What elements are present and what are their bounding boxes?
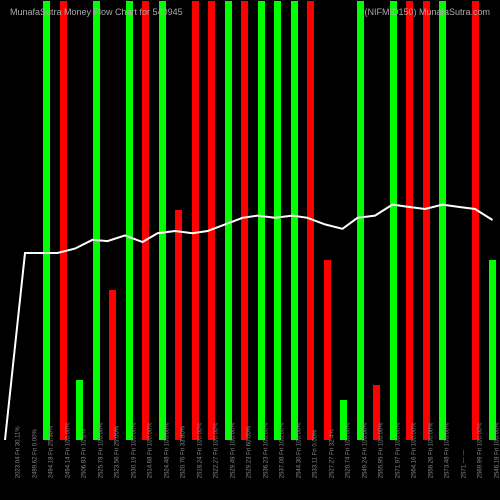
x-axis-label: 2546.18 Fri 100.00% [467, 462, 500, 479]
bar [225, 1, 232, 440]
bar [406, 1, 413, 440]
plot-area [0, 0, 500, 440]
bar-slot [109, 0, 126, 440]
bar-slot [274, 0, 291, 440]
bar [109, 290, 116, 440]
bar-slot [307, 0, 324, 440]
bar [472, 1, 479, 440]
money-flow-chart: MunafaSutra Money Flow Chart for 540945 … [0, 0, 500, 500]
bar-slot [142, 0, 159, 440]
bar [241, 1, 248, 440]
bar-slot [423, 0, 440, 440]
bar-slot [208, 0, 225, 440]
bar-slot [472, 0, 489, 440]
chart-title-left: MunafaSutra Money Flow Chart for 540945 [10, 7, 183, 17]
bar-slot [27, 0, 44, 440]
bar [175, 210, 182, 440]
bar [307, 1, 314, 440]
bar [126, 1, 133, 440]
bar-slot [225, 0, 242, 440]
bar-slot [126, 0, 143, 440]
bar [192, 1, 199, 440]
bar-slot [439, 0, 456, 440]
bar-slot [192, 0, 209, 440]
bar-slot [456, 0, 473, 440]
bar [390, 1, 397, 440]
bar-slot [43, 0, 60, 440]
bar-slot [340, 0, 357, 440]
bar-slot [159, 0, 176, 440]
bars-layer [0, 0, 500, 440]
bar-slot [10, 0, 27, 440]
bar [93, 1, 100, 440]
bar-slot [258, 0, 275, 440]
bar-slot [390, 0, 407, 440]
bar-slot [489, 0, 500, 440]
bar [43, 1, 50, 440]
bar [258, 1, 265, 440]
bar [274, 1, 281, 440]
x-axis-labels: 2023.04 Fri 30.11%2499.62 Fri 0.00%2494.… [0, 440, 500, 500]
bar-slot [175, 0, 192, 440]
bar [142, 1, 149, 440]
chart-title-right: (NIFMID150) MunafaSutra.com [364, 7, 490, 17]
bar [291, 1, 298, 440]
bar [423, 1, 430, 440]
bar [159, 1, 166, 440]
bar-slot [357, 0, 374, 440]
bar-slot [60, 0, 77, 440]
bar [324, 260, 331, 440]
bar [208, 1, 215, 440]
bar-slot [241, 0, 258, 440]
bar [439, 1, 446, 440]
bar-slot [291, 0, 308, 440]
bar-slot [93, 0, 110, 440]
bar-slot [406, 0, 423, 440]
bar [60, 1, 67, 440]
bar-slot [324, 0, 341, 440]
bar [489, 260, 496, 440]
bar [357, 1, 364, 440]
bar-slot [373, 0, 390, 440]
chart-title-bar: MunafaSutra Money Flow Chart for 540945 … [0, 2, 500, 22]
bar-slot [76, 0, 93, 440]
